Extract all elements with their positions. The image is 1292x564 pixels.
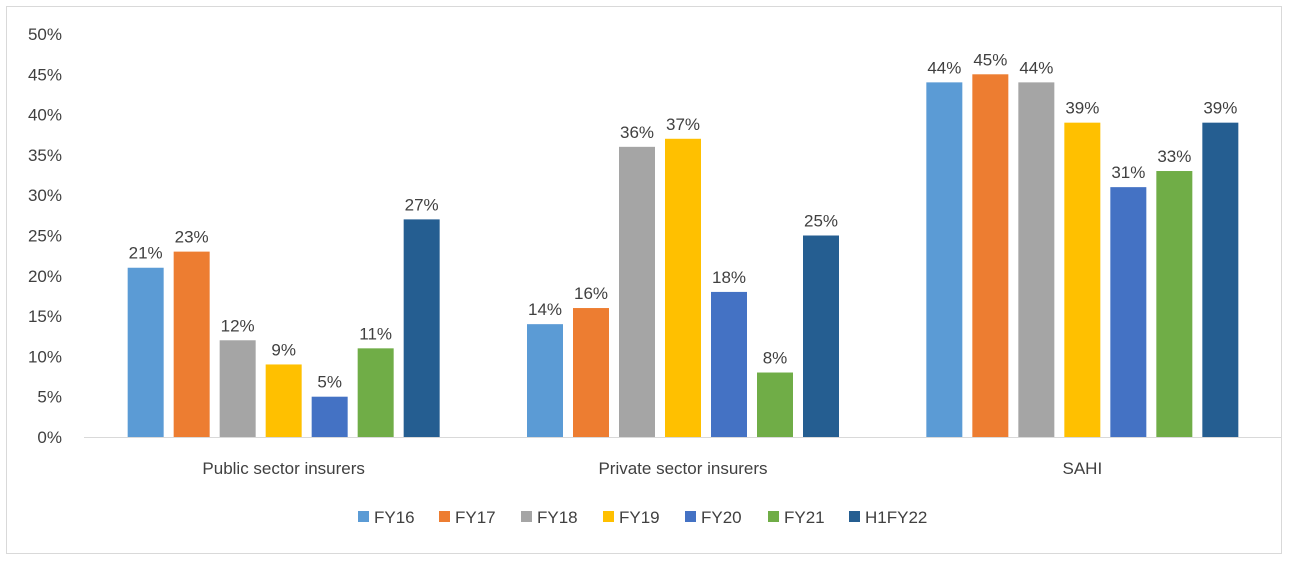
bar-fy17-1 bbox=[573, 308, 609, 437]
bar-fy18-2 bbox=[1018, 82, 1055, 438]
y-tick-label: 40% bbox=[28, 106, 62, 125]
legend: FY16 FY17 FY18 FY19 FY20 FY21 H1FY22 bbox=[358, 508, 927, 527]
y-axis: 0% 5% 10% 15% 20% 25% 30% 35% 40% 45% 50% bbox=[28, 25, 62, 447]
data-label: 9% bbox=[271, 340, 296, 359]
bar-fy20-1 bbox=[711, 291, 747, 437]
data-label: 16% bbox=[574, 284, 608, 303]
data-labels: 21% 23% 12% 9% 5% 11% 27% 14% 16% 36% 37% 18% 8% 25% 4… bbox=[129, 50, 1238, 391]
y-tick-label: 5% bbox=[37, 388, 62, 407]
bar-h1fy22-2 bbox=[1202, 122, 1239, 437]
y-tick-label: 20% bbox=[28, 267, 62, 286]
legend-swatch-h1fy22 bbox=[849, 511, 860, 522]
bar-fy20-0 bbox=[311, 396, 348, 437]
data-label: 18% bbox=[712, 268, 746, 287]
data-label: 23% bbox=[175, 228, 209, 247]
x-axis: Public sector insurers Private sector ins… bbox=[202, 459, 1102, 478]
bar-fy16-1 bbox=[527, 324, 563, 437]
data-label: 33% bbox=[1157, 147, 1191, 166]
data-label: 44% bbox=[927, 58, 961, 77]
legend-swatch-fy19 bbox=[603, 511, 614, 522]
data-label: 12% bbox=[221, 316, 255, 335]
legend-label: H1FY22 bbox=[865, 508, 927, 527]
data-label: 31% bbox=[1111, 163, 1145, 182]
bar-fy16-2 bbox=[926, 82, 963, 438]
legend-swatch-fy17 bbox=[439, 511, 450, 522]
data-label: 45% bbox=[973, 50, 1007, 69]
bar-fy18-1 bbox=[619, 146, 655, 437]
category-label: SAHI bbox=[1062, 459, 1102, 478]
category-label: Public sector insurers bbox=[202, 459, 365, 478]
bar-fy19-0 bbox=[265, 364, 302, 437]
y-tick-label: 15% bbox=[28, 307, 62, 326]
data-label: 44% bbox=[1019, 58, 1053, 77]
legend-label: FY17 bbox=[455, 508, 496, 527]
bar-fy19-1 bbox=[665, 138, 701, 437]
legend-label: FY20 bbox=[701, 508, 742, 527]
legend-label: FY19 bbox=[619, 508, 660, 527]
legend-label: FY21 bbox=[784, 508, 825, 527]
y-tick-label: 30% bbox=[28, 186, 62, 205]
data-label: 11% bbox=[359, 324, 392, 343]
legend-swatch-fy21 bbox=[768, 511, 779, 522]
bar-fy20-2 bbox=[1110, 187, 1147, 437]
legend-swatch-fy18 bbox=[521, 511, 532, 522]
bar-fy21-0 bbox=[357, 348, 394, 437]
bar-fy17-0 bbox=[173, 251, 210, 437]
bar-h1fy22-1 bbox=[803, 235, 839, 437]
y-tick-label: 45% bbox=[28, 65, 62, 84]
bar-fy18-0 bbox=[219, 340, 256, 437]
y-tick-label: 35% bbox=[28, 146, 62, 165]
bars bbox=[127, 74, 1239, 438]
data-label: 5% bbox=[317, 373, 342, 392]
y-tick-label: 0% bbox=[37, 428, 62, 447]
data-label: 39% bbox=[1065, 99, 1099, 118]
bar-h1fy22-0 bbox=[403, 219, 440, 437]
y-tick-label: 50% bbox=[28, 25, 62, 44]
category-label: Private sector insurers bbox=[598, 459, 767, 478]
legend-label: FY16 bbox=[374, 508, 415, 527]
data-label: 27% bbox=[405, 195, 439, 214]
legend-swatch-fy16 bbox=[358, 511, 369, 522]
data-label: 8% bbox=[763, 349, 788, 368]
y-tick-label: 10% bbox=[28, 347, 62, 366]
data-label: 37% bbox=[666, 115, 700, 134]
data-label: 25% bbox=[804, 212, 838, 231]
legend-swatch-fy20 bbox=[685, 511, 696, 522]
legend-label: FY18 bbox=[537, 508, 578, 527]
y-tick-label: 25% bbox=[28, 227, 62, 246]
bar-fy21-1 bbox=[757, 372, 793, 437]
data-label: 36% bbox=[620, 123, 654, 142]
data-label: 21% bbox=[129, 244, 163, 263]
bar-fy21-2 bbox=[1156, 171, 1193, 437]
bar-fy16-0 bbox=[127, 267, 164, 437]
bar-fy17-2 bbox=[972, 74, 1009, 438]
data-label: 39% bbox=[1203, 99, 1237, 118]
data-label: 14% bbox=[528, 300, 562, 319]
bar-fy19-2 bbox=[1064, 122, 1101, 437]
